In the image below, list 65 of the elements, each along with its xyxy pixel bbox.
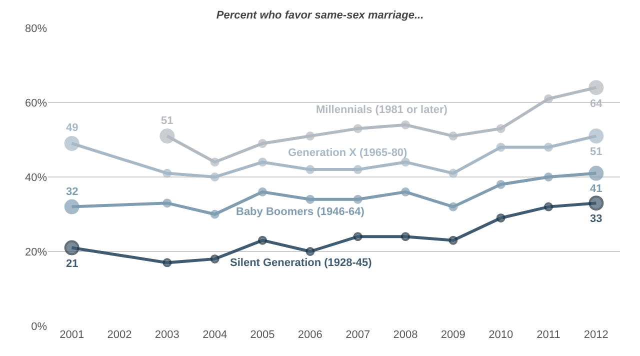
data-label: 33: [590, 213, 602, 225]
x-tick-label: 2005: [250, 329, 275, 341]
point: [162, 258, 172, 268]
point: [210, 210, 220, 219]
x-tick-label: 2012: [584, 329, 608, 341]
chart-title: Percent who favor same-sex marriage...: [216, 9, 424, 22]
x-tick-label: 2007: [346, 329, 370, 341]
point: [401, 187, 410, 196]
point: [258, 138, 267, 148]
data-label: 21: [66, 258, 78, 270]
point: [353, 232, 362, 242]
data-label: 51: [590, 146, 602, 158]
y-tick-label: 20%: [24, 246, 48, 258]
point: [353, 165, 362, 174]
x-tick-label: 2001: [60, 329, 84, 341]
x-tick-label: 2009: [440, 329, 466, 341]
data-label: 41: [590, 183, 602, 195]
series-label: Baby Boomers (1946-64): [236, 206, 365, 218]
point: [306, 132, 315, 141]
point: [496, 142, 506, 152]
point: [162, 198, 172, 208]
point: [448, 202, 458, 212]
point: [306, 165, 315, 174]
point: [210, 158, 220, 167]
point: [496, 180, 506, 189]
point: [544, 142, 553, 152]
x-tick-label: 2011: [536, 329, 560, 341]
point: [162, 168, 172, 178]
point: [496, 124, 506, 134]
point: [401, 158, 410, 167]
point: [544, 172, 553, 182]
x-tick-label: 2006: [298, 329, 322, 341]
point: [401, 232, 410, 242]
point: [258, 158, 267, 167]
point: [210, 172, 220, 182]
point: [496, 213, 506, 222]
point: [448, 168, 458, 178]
point: [544, 202, 553, 212]
y-tick-label: 60%: [24, 97, 48, 110]
y-tick-label: 80%: [24, 22, 48, 35]
y-tick-label: 0%: [31, 320, 48, 333]
data-label: 51: [161, 115, 174, 127]
data-label: 32: [66, 186, 78, 198]
point: [448, 236, 458, 245]
series-label: Generation X (1965-80): [288, 147, 408, 159]
data-label: 49: [66, 122, 78, 134]
point: [544, 94, 553, 104]
data-label: 64: [590, 98, 604, 110]
x-tick-label: 2003: [154, 329, 180, 341]
point: [306, 247, 315, 256]
point: [210, 254, 220, 264]
point: [353, 194, 362, 204]
x-tick-label: 2008: [393, 329, 418, 341]
x-tick-label: 2010: [488, 329, 514, 341]
x-tick-label: 2004: [202, 329, 228, 341]
series-label: Silent Generation (1928-45): [230, 257, 372, 269]
x-tick-label: 2002: [107, 329, 132, 341]
point: [401, 120, 410, 130]
point: [258, 236, 267, 245]
point: [258, 187, 267, 196]
series-label: Millennials (1981 or later): [316, 104, 448, 116]
y-tick-label: 40%: [24, 172, 48, 184]
point: [306, 194, 315, 204]
point: [353, 124, 362, 134]
point: [448, 132, 458, 141]
